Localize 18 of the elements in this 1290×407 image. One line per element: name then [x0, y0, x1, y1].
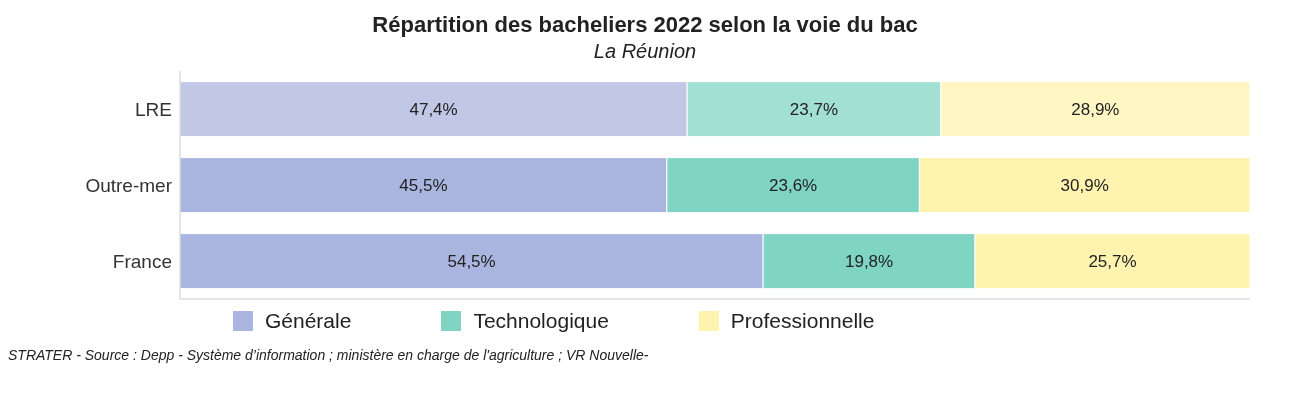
- text: STRATER - Source : Depp - Système d’information ; ministère en charge de l'agriculture ; VR Nouvelle-: [8, 347, 650, 363]
- data-label: 30,9%: [1060, 176, 1109, 196]
- data-label: 28,9%: [1071, 100, 1120, 120]
- y-tick-label: France: [112, 250, 172, 272]
- y-tick-label: LRE: [135, 98, 172, 120]
- data-label: 47,4%: [409, 100, 458, 120]
- legend-label: Générale: [265, 309, 352, 333]
- data-label: 23,7%: [789, 100, 839, 120]
- chart-subtitle: La Réunion: [592, 40, 698, 63]
- chart-title: Répartition des bacheliers 2022 selon la voie du bac: [371, 12, 919, 38]
- legend-label: Technologique: [473, 309, 609, 333]
- legend-label: Professionnelle: [730, 309, 875, 333]
- data-label: 45,5%: [399, 176, 448, 196]
- data-label: 54,5%: [447, 252, 496, 272]
- data-label: 25,7%: [1088, 252, 1137, 272]
- y-tick-label: Outre-mer: [85, 174, 173, 196]
- data-label: 19,8%: [844, 252, 894, 272]
- data-label: 23,6%: [769, 176, 818, 196]
